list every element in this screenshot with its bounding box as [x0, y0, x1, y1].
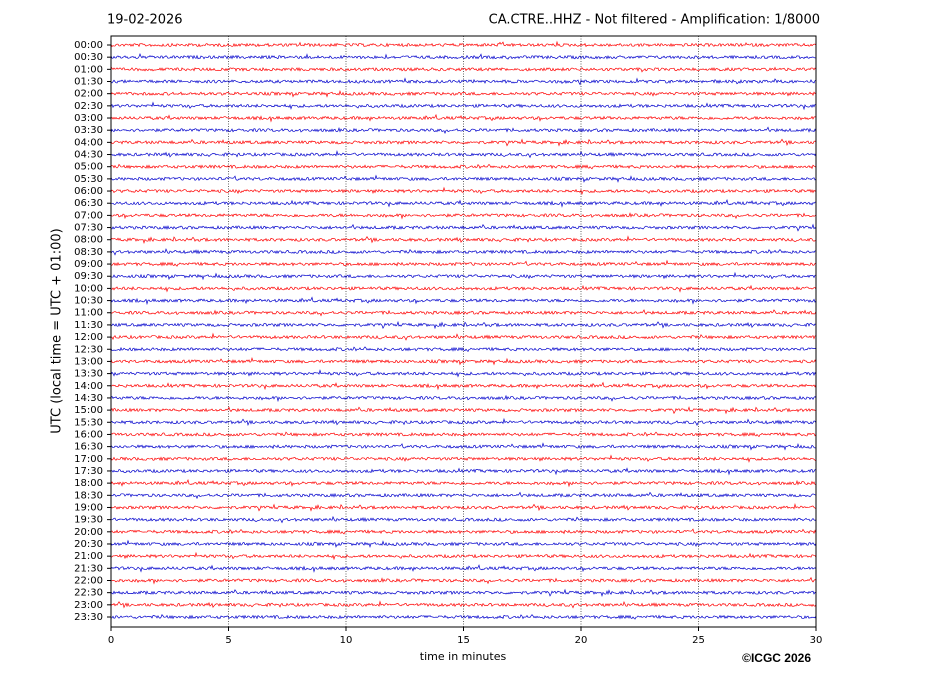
y-tick-label: 05:30 [74, 174, 103, 185]
y-tick-label: 15:00 [74, 405, 103, 416]
y-tick-label: 22:00 [74, 575, 103, 586]
y-tick-label: 13:00 [74, 356, 103, 367]
date: 19-02-2026 [107, 13, 183, 28]
y-tick-label: 14:30 [74, 393, 103, 404]
y-tick-label: 17:00 [74, 454, 103, 465]
y-tick-label: 04:30 [74, 150, 103, 161]
y-tick-label: 13:30 [74, 369, 103, 380]
y-tick-label: 22:30 [74, 588, 103, 599]
y-tick-label: 10:30 [74, 296, 103, 307]
y-tick-label: 20:00 [74, 527, 103, 538]
trace [110, 406, 817, 415]
y-tick-label: 03:00 [74, 113, 103, 124]
x-tick-label: 10 [340, 635, 353, 646]
trace [110, 600, 817, 609]
x-tick-label: 5 [225, 635, 231, 646]
x-axis-label: time in minutes [420, 650, 507, 663]
x-tick-label: 30 [810, 635, 823, 646]
x-tick-label: 20 [575, 635, 588, 646]
y-tick-label: 08:00 [74, 235, 103, 246]
y-tick-label: 11:30 [74, 320, 103, 331]
y-tick-label: 19:30 [74, 515, 103, 526]
trace [110, 431, 817, 438]
trace [110, 149, 817, 159]
y-tick-label: 11:00 [74, 308, 103, 319]
y-tick-label: 05:00 [74, 162, 103, 173]
trace [110, 113, 817, 123]
x-tick-label: 15 [457, 635, 470, 646]
trace [110, 90, 817, 98]
trace [110, 564, 817, 573]
trace [110, 588, 817, 597]
y-tick-label: 15:30 [74, 417, 103, 428]
y-tick-label: 00:30 [74, 52, 103, 63]
y-tick-label: 06:30 [74, 198, 103, 209]
y-tick-label: 12:30 [74, 344, 103, 355]
trace [110, 126, 817, 134]
trace [110, 40, 817, 48]
y-tick-label: 00:00 [74, 40, 103, 51]
trace [110, 491, 817, 500]
y-tick-label: 17:30 [74, 466, 103, 477]
trace [110, 478, 817, 488]
y-tick-label: 19:00 [74, 502, 103, 513]
y-tick-label: 07:00 [74, 210, 103, 221]
y-tick-label: 20:30 [74, 539, 103, 550]
y-tick-label: 04:00 [74, 137, 103, 148]
copyright: ©ICGC 2026 [742, 651, 811, 665]
y-tick-label: 09:00 [74, 259, 103, 270]
trace [110, 369, 817, 378]
chart-title: CA.CTRE..HHZ - Not filtered - Amplificat… [489, 13, 820, 28]
y-tick-label: 03:30 [74, 125, 103, 136]
trace [110, 248, 817, 256]
y-tick-label: 02:00 [74, 89, 103, 100]
y-tick-label: 23:00 [74, 600, 103, 611]
plot-frame [110, 35, 817, 628]
y-tick-label: 16:30 [74, 442, 103, 453]
y-tick-label: 10:00 [74, 283, 103, 294]
y-tick-label: 21:30 [74, 563, 103, 574]
x-tick-label: 25 [692, 635, 705, 646]
trace [110, 502, 817, 512]
y-tick-label: 18:30 [74, 490, 103, 501]
y-tick-label: 18:00 [74, 478, 103, 489]
y-tick-label: 09:30 [74, 271, 103, 282]
trace [110, 442, 817, 451]
y-tick-label: 01:30 [74, 77, 103, 88]
y-tick-label: 02:30 [74, 101, 103, 112]
x-tick-label: 0 [108, 635, 114, 646]
y-tick-label: 12:00 [74, 332, 103, 343]
y-tick-label: 14:00 [74, 381, 103, 392]
y-tick-label: 21:00 [74, 551, 103, 562]
trace [110, 320, 817, 330]
trace [110, 271, 817, 281]
y-tick-label: 06:00 [74, 186, 103, 197]
y-tick-label: 07:30 [74, 223, 103, 234]
y-tick-label: 01:00 [74, 64, 103, 75]
y-axis-label: UTC (local time = UTC + 01:00) [50, 228, 65, 433]
y-tick-label: 16:00 [74, 429, 103, 440]
y-tick-label: 08:30 [74, 247, 103, 258]
y-tick-label: 23:30 [74, 612, 103, 623]
trace [110, 394, 817, 403]
